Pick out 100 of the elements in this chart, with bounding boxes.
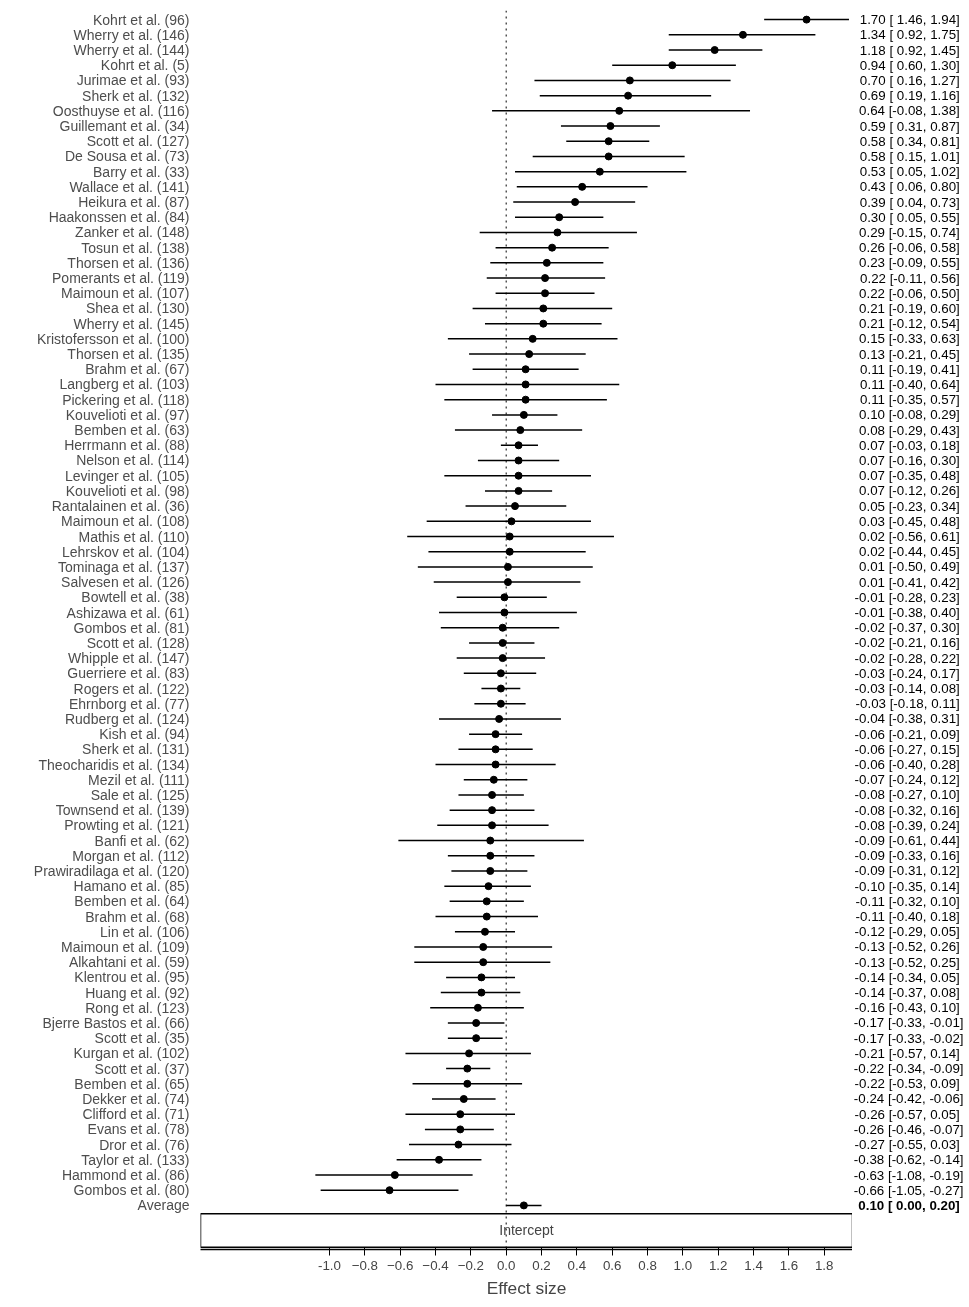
data-label: -0.06 [-0.40, 0.28] xyxy=(854,757,960,773)
y-tick-label: Ashizawa et al. (61) xyxy=(66,604,190,621)
data-label: -0.13 [-0.52, 0.26] xyxy=(854,939,960,955)
data-label: -0.22 [-0.34, -0.09] xyxy=(853,1061,964,1077)
y-tick-label: Haakonssen et al. (84) xyxy=(48,209,190,226)
y-tick-label: Kohrt et al. (96) xyxy=(93,11,190,28)
y-tick-label: Theocharidis et al. (134) xyxy=(38,756,190,773)
data-label: -0.08 [-0.27, 0.10] xyxy=(854,787,960,803)
data-label: -0.38 [-0.62, -0.14] xyxy=(853,1152,964,1168)
y-tick-label: Guillemant et al. (34) xyxy=(59,118,190,135)
data-label: -0.03 [-0.24, 0.17] xyxy=(854,665,960,681)
data-label: -0.09 [-0.33, 0.16] xyxy=(854,848,960,864)
data-label: 0.02 [-0.44, 0.45] xyxy=(859,544,960,560)
data-label: -0.17 [-0.33, -0.01] xyxy=(853,1015,964,1031)
x-tick-label: 1.0 xyxy=(673,1257,693,1273)
data-label: -0.04 [-0.38, 0.31] xyxy=(854,711,960,727)
data-label: 0.07 [-0.16, 0.30] xyxy=(859,452,960,468)
y-tick-label: Thorsen et al. (135) xyxy=(67,346,190,363)
y-tick-label: Huang et al. (92) xyxy=(85,984,190,1001)
x-tick-label: 0.4 xyxy=(567,1257,587,1273)
data-label: 0.13 [-0.21, 0.45] xyxy=(859,346,960,362)
data-label: 0.08 [-0.29, 0.43] xyxy=(859,422,960,438)
y-tick-label: Kish et al. (94) xyxy=(99,726,190,743)
y-tick-label: Hammond et al. (86) xyxy=(61,1167,190,1184)
data-label: 0.07 [-0.12, 0.26] xyxy=(859,483,960,499)
data-label: -0.21 [-0.57, 0.14] xyxy=(854,1045,960,1061)
data-label: 0.05 [-0.23, 0.34] xyxy=(859,498,960,514)
data-label: -0.66 [-1.05, -0.27] xyxy=(853,1182,964,1198)
data-label: -0.14 [-0.37, 0.08] xyxy=(854,985,960,1001)
y-tick-label: Wherry et al. (144) xyxy=(73,42,190,59)
y-tick-label: Nelson et al. (114) xyxy=(76,452,190,469)
data-label: 0.22 [-0.06, 0.50] xyxy=(859,285,960,301)
y-tick-label: Rantalainen et al. (36) xyxy=(51,498,190,515)
data-label: -0.01 [-0.28, 0.23] xyxy=(854,589,960,605)
text: Intercept xyxy=(499,1222,554,1239)
y-tick-label: Sherk et al. (132) xyxy=(82,87,190,104)
y-tick-label: Mathis et al. (110) xyxy=(78,528,190,545)
x-tick-label: 0.2 xyxy=(532,1257,551,1273)
y-tick-label: Salvesen et al. (126) xyxy=(61,574,190,591)
y-tick-label: Townsend et al. (139) xyxy=(55,802,190,819)
data-label: 0.03 [-0.45, 0.48] xyxy=(859,513,960,529)
data-label: -0.26 [-0.57, 0.05] xyxy=(854,1106,960,1122)
y-tick-label: Pickering et al. (118) xyxy=(62,391,190,408)
data-label: 0.94 [ 0.60, 1.30] xyxy=(859,57,960,73)
data-label: -0.17 [-0.33, -0.02] xyxy=(853,1030,964,1046)
y-tick-label: Shea et al. (130) xyxy=(85,300,190,317)
data-label: -0.02 [-0.28, 0.22] xyxy=(854,650,960,666)
data-label: -0.02 [-0.21, 0.16] xyxy=(854,635,960,651)
data-label: -0.10 [-0.35, 0.14] xyxy=(854,878,960,894)
y-tick-label: Kohrt et al. (5) xyxy=(100,57,190,74)
y-tick-label: Barry et al. (33) xyxy=(93,163,190,180)
y-tick-label: Heikura et al. (87) xyxy=(78,194,190,211)
data-label: -0.12 [-0.29, 0.05] xyxy=(854,924,960,940)
data-label: 0.21 [-0.19, 0.60] xyxy=(859,300,960,316)
y-tick-label: Dekker et al. (74) xyxy=(82,1091,190,1107)
y-tick-label: Scott et al. (127) xyxy=(86,133,190,150)
data-label: 0.22 [-0.11, 0.56] xyxy=(860,270,960,286)
data-label: 0.53 [ 0.05, 1.02] xyxy=(859,164,960,180)
data-label: -0.63 [-1.08, -0.19] xyxy=(853,1167,964,1183)
data-label: 0.11 [-0.19, 0.41] xyxy=(860,361,960,377)
y-tick-label: Bemben et al. (63) xyxy=(74,422,190,439)
y-tick-label: Dror et al. (76) xyxy=(99,1136,190,1153)
x-tick-label: 1.6 xyxy=(779,1257,799,1273)
data-label: 0.26 [-0.06, 0.58] xyxy=(859,240,960,256)
y-tick-label: Bowtell et al. (38) xyxy=(81,589,190,606)
y-tick-label: Klentrou et al. (95) xyxy=(74,969,190,986)
data-label: 0.11 [-0.40, 0.64] xyxy=(860,376,960,392)
data-label: -0.11 [-0.40, 0.18] xyxy=(855,909,960,925)
data-label: -0.03 [-0.14, 0.08] xyxy=(854,681,960,697)
y-tick-label: Alkahtani et al. (59) xyxy=(68,954,190,971)
data-label: -0.24 [-0.42, -0.06] xyxy=(853,1091,964,1107)
y-tick-label: Hamano et al. (85) xyxy=(73,878,190,895)
x-tick-label: 1.2 xyxy=(708,1257,728,1273)
data-label: 0.69 [ 0.19, 1.16] xyxy=(859,88,960,104)
y-tick-label: Brahm et al. (67) xyxy=(85,361,190,378)
x-tick-label: −0.8 xyxy=(351,1257,378,1273)
data-label: 0.58 [ 0.15, 1.01] xyxy=(859,148,960,164)
data-label: -0.07 [-0.24, 0.12] xyxy=(854,772,960,788)
data-label: 0.43 [ 0.06, 0.80] xyxy=(859,179,960,195)
data-label: -0.09 [-0.31, 0.12] xyxy=(854,863,960,879)
data-label: 0.39 [ 0.04, 0.73] xyxy=(859,194,960,210)
data-label: 0.59 [ 0.31, 0.87] xyxy=(859,118,960,134)
y-tick-label: Pomerants et al. (119) xyxy=(52,270,190,287)
data-label: -0.14 [-0.34, 0.05] xyxy=(854,969,960,985)
y-tick-label: Sherk et al. (131) xyxy=(82,741,190,758)
y-tick-label: Evans et al. (78) xyxy=(87,1121,190,1138)
x-axis-title: Effect size xyxy=(486,1277,567,1298)
data-label: 0.10 [ 0.00, 0.20] xyxy=(858,1197,960,1213)
y-tick-label: Levinger et al. (105) xyxy=(64,467,190,484)
data-label: 0.58 [ 0.34, 0.81] xyxy=(859,133,960,149)
y-tick-label: Rogers et al. (122) xyxy=(73,680,190,697)
data-label: -0.08 [-0.39, 0.24] xyxy=(854,817,960,833)
x-tick-label: 1.4 xyxy=(744,1257,764,1273)
data-label: 0.15 [-0.33, 0.63] xyxy=(859,331,960,347)
data-label: 0.01 [-0.50, 0.49] xyxy=(859,559,960,575)
data-label: -0.02 [-0.37, 0.30] xyxy=(854,620,960,636)
data-label: 1.34 [ 0.92, 1.75] xyxy=(859,27,960,43)
data-label: 0.02 [-0.56, 0.61] xyxy=(859,529,960,544)
data-label: 0.23 [-0.09, 0.55] xyxy=(859,255,960,271)
data-label: -0.09 [-0.61, 0.44] xyxy=(854,833,960,849)
